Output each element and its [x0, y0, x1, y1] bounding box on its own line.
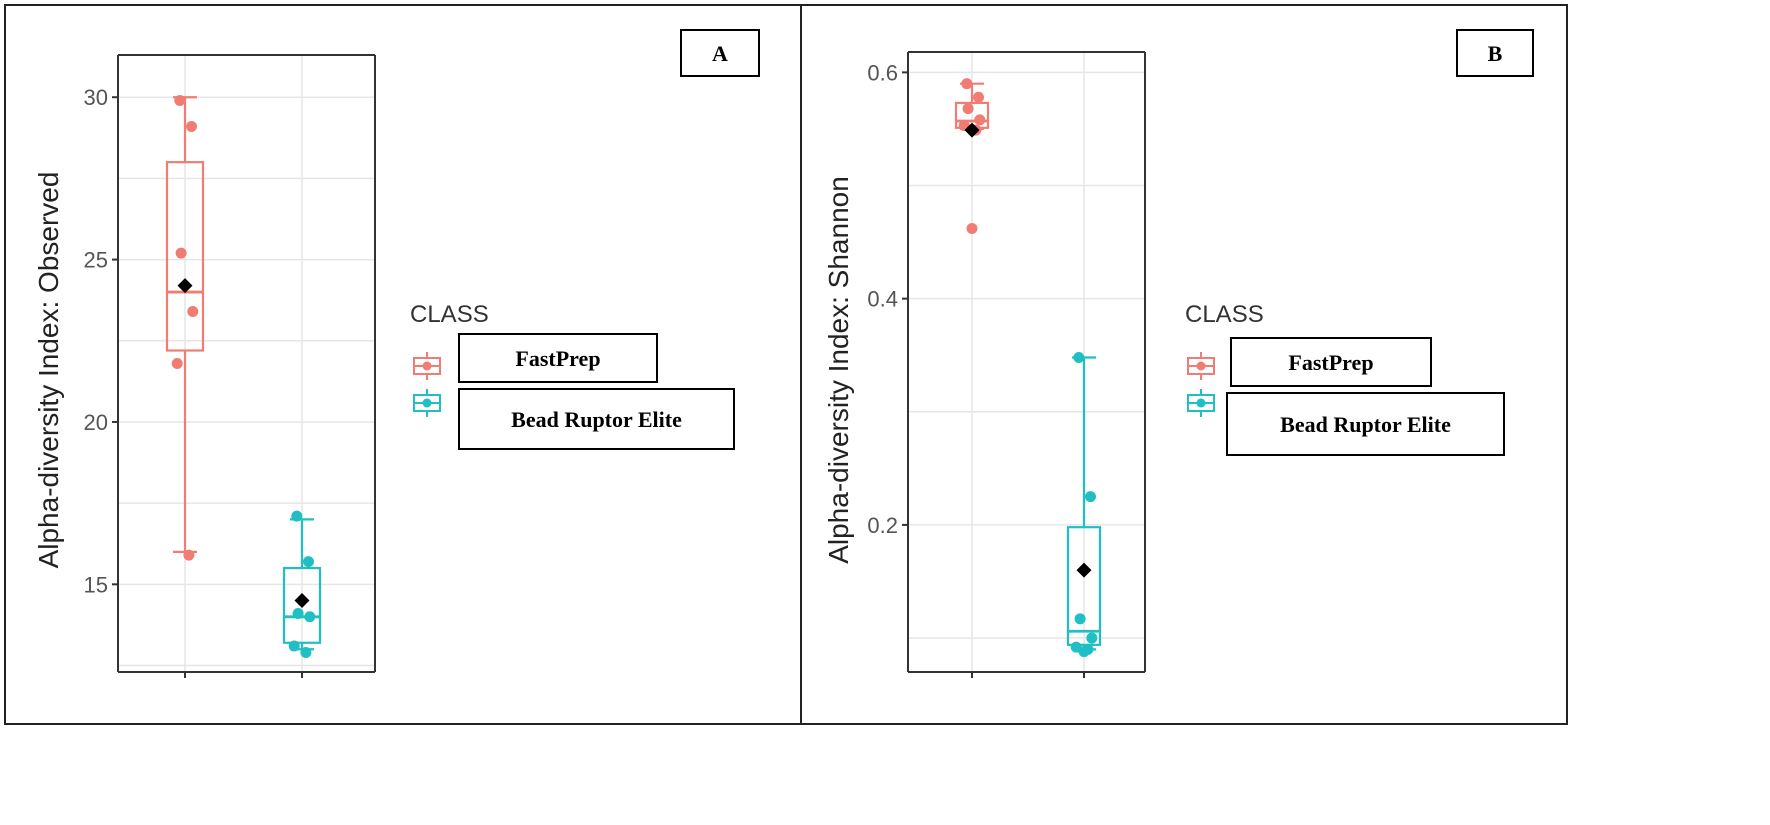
legend-key — [413, 389, 441, 417]
data-point — [303, 556, 314, 568]
y-tick-label: 0.4 — [867, 287, 898, 312]
data-point — [962, 103, 974, 115]
panel-tag-box — [680, 29, 760, 77]
legend-label-box — [458, 388, 735, 450]
legend-label-box — [1230, 337, 1432, 387]
data-point — [174, 94, 186, 106]
y-tick-label: 25 — [84, 248, 108, 273]
box-1 — [282, 510, 322, 659]
data-point — [291, 510, 303, 522]
legend-key — [413, 352, 441, 380]
panel-b: 0.2 0.4 0.6 Alpha-diversity Index: Shannon B… — [823, 29, 1534, 678]
legend-key — [1187, 352, 1215, 380]
legend-entry-label: FastPrep — [515, 346, 600, 371]
legend-entry-label: FastPrep — [1288, 350, 1373, 375]
legend-key-point — [1196, 398, 1206, 408]
y-axis-label: Alpha-diversity Index: Shannon — [823, 176, 854, 564]
panel-b-frame — [800, 4, 1568, 725]
y-tick-label: 15 — [84, 572, 108, 597]
mean-marker — [964, 122, 980, 138]
panel-tag-label: B — [1488, 41, 1503, 66]
box-1 — [1066, 351, 1102, 658]
data-point — [973, 91, 984, 103]
legend-key-point — [422, 361, 432, 371]
legend-key — [1187, 389, 1215, 417]
data-point — [292, 608, 304, 620]
data-point — [186, 120, 197, 132]
y-tick-label: 0.2 — [867, 513, 898, 538]
legend-entry-label: Bead Ruptor Elite — [511, 407, 682, 432]
data-point — [966, 222, 978, 234]
box-iqr — [165, 161, 205, 352]
legend-title: CLASS — [1185, 301, 1264, 328]
mean-marker — [1076, 562, 1092, 578]
data-point — [175, 247, 187, 259]
data-point — [1078, 646, 1090, 658]
legend-key-point — [1196, 361, 1206, 371]
mean-marker — [294, 593, 310, 609]
mean-marker — [177, 278, 193, 294]
data-point — [961, 78, 973, 90]
legend: CLASS FastPrep Bead Ruptor Elite — [410, 301, 735, 450]
box-iqr — [1066, 526, 1102, 646]
box-0 — [165, 94, 205, 561]
data-point — [288, 640, 300, 652]
legend-label-box — [458, 333, 658, 383]
legend-label-box — [1226, 392, 1505, 456]
panel-a: 15 20 25 30 Alpha-diversity Index: Observed A… — [33, 29, 760, 678]
box-iqr — [282, 566, 322, 644]
legend-title: CLASS — [410, 301, 489, 328]
data-point — [183, 549, 195, 561]
data-point — [187, 306, 199, 318]
data-point — [1074, 613, 1086, 625]
legend: CLASS FastPrep Bead Ruptor Elite — [1185, 301, 1505, 456]
data-point — [1085, 491, 1096, 503]
data-point — [974, 114, 986, 126]
box-0 — [954, 78, 990, 234]
y-tick-label: 30 — [84, 85, 108, 110]
data-point — [300, 647, 312, 659]
legend-entry-label: Bead Ruptor Elite — [1280, 412, 1451, 437]
panel-tag-label: A — [712, 41, 728, 66]
y-tick-label: 0.6 — [867, 60, 898, 85]
y-tick-label: 20 — [84, 410, 108, 435]
data-point — [1073, 351, 1085, 363]
data-point — [171, 358, 183, 369]
legend-key-point — [422, 398, 432, 408]
y-axis-label: Alpha-diversity Index: Observed — [33, 172, 64, 569]
data-point — [304, 611, 316, 623]
data-point — [1086, 632, 1098, 644]
panel-tag-box — [1456, 29, 1534, 77]
